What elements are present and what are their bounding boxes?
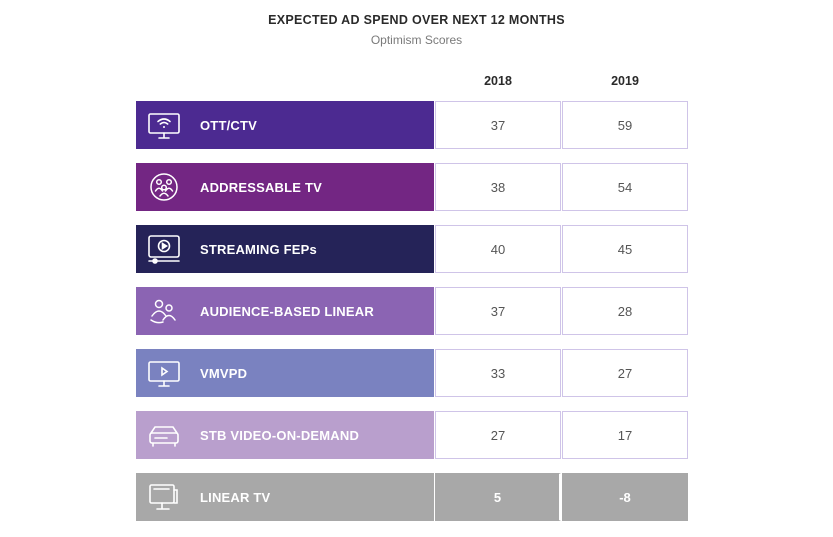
value-cell-2018: 5 xyxy=(435,473,561,521)
table-row-addressable-tv: ADDRESSABLE TV 38 54 xyxy=(136,163,689,211)
table-row-ott-ctv: OTT/CTV 37 59 xyxy=(136,101,689,149)
set-top-box-icon xyxy=(146,420,182,450)
value-cell-2018: 40 xyxy=(435,225,561,273)
value-cell-2019: 17 xyxy=(562,411,688,459)
tv-play-icon xyxy=(146,358,182,388)
table-row-stb-video-on-demand: STB VIDEO-ON-DEMAND 27 17 xyxy=(136,411,689,459)
row-label: LINEAR TV xyxy=(200,489,271,505)
row-label-cell: OTT/CTV xyxy=(136,101,434,149)
row-label: STB VIDEO-ON-DEMAND xyxy=(200,427,360,443)
value-cell-2019: 59 xyxy=(562,101,688,149)
row-label-cell: STB VIDEO-ON-DEMAND xyxy=(136,411,434,459)
chart-subtitle: Optimism Scores xyxy=(370,33,463,47)
row-label-cell: AUDIENCE-BASED LINEAR xyxy=(136,287,434,335)
row-label: ADDRESSABLE TV xyxy=(200,179,322,195)
row-label: OTT/CTV xyxy=(200,117,258,133)
row-label: STREAMING FEPs xyxy=(200,241,317,257)
value-cell-2018: 27 xyxy=(435,411,561,459)
video-player-icon xyxy=(146,234,182,264)
row-label-cell: LINEAR TV xyxy=(136,473,434,521)
column-header-2019: 2019 xyxy=(611,74,639,88)
audience-circle-icon xyxy=(146,172,182,202)
table-row-linear-tv: LINEAR TV 5 -8 xyxy=(136,473,689,521)
row-label: AUDIENCE-BASED LINEAR xyxy=(200,303,374,319)
table-row-vmvpd: VMVPD 33 27 xyxy=(136,349,689,397)
value-cell-2019: 45 xyxy=(562,225,688,273)
value-cell-2018: 37 xyxy=(435,287,561,335)
value-cell-2019: -8 xyxy=(562,473,688,521)
row-label-cell: STREAMING FEPs xyxy=(136,225,434,273)
table-row-audience-based-linear: AUDIENCE-BASED LINEAR 37 28 xyxy=(136,287,689,335)
value-cell-2019: 28 xyxy=(562,287,688,335)
row-label: VMVPD xyxy=(200,365,248,381)
value-cell-2018: 38 xyxy=(435,163,561,211)
value-cell-2019: 27 xyxy=(562,349,688,397)
tv-wifi-icon xyxy=(146,110,182,140)
value-cell-2018: 37 xyxy=(435,101,561,149)
desktop-tv-icon xyxy=(146,482,182,512)
row-label-cell: VMVPD xyxy=(136,349,434,397)
value-cell-2019: 54 xyxy=(562,163,688,211)
chart-title: EXPECTED AD SPEND OVER NEXT 12 MONTHS xyxy=(268,13,565,27)
column-header-2018: 2018 xyxy=(484,74,512,88)
audience-group-icon xyxy=(146,296,182,326)
row-label-cell: ADDRESSABLE TV xyxy=(136,163,434,211)
value-cell-2018: 33 xyxy=(435,349,561,397)
table-row-streaming-feps: STREAMING FEPs 40 45 xyxy=(136,225,689,273)
